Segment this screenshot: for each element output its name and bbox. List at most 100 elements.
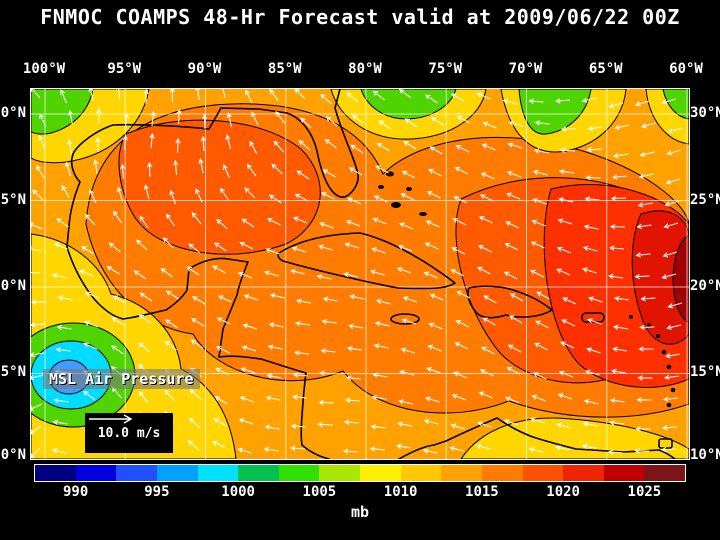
colorbar-tick: 990 [62, 484, 89, 500]
wind-arrow [342, 448, 359, 454]
wind-arrow [213, 242, 227, 252]
wind-arrow [275, 110, 285, 124]
wind-arrow [532, 372, 547, 380]
wind-arrow [222, 164, 231, 179]
wind-arrow [614, 124, 630, 130]
wind-arrow [31, 222, 43, 230]
wind-arrow [477, 266, 491, 275]
wind-arrow [608, 102, 624, 109]
wind-arrow [346, 345, 363, 352]
wind-arrow [640, 296, 656, 302]
wind-arrow [425, 220, 440, 228]
wind-arrow [189, 389, 202, 400]
wind-arrow [450, 423, 466, 430]
wind-arrow [38, 135, 46, 150]
colorbar-segment [563, 465, 604, 481]
wind-arrow [371, 394, 387, 401]
wind-arrow [612, 346, 628, 352]
wind-arrow [84, 291, 100, 299]
wind-arrow [528, 98, 544, 104]
coast-north-central-america [66, 89, 359, 459]
wind-arrow [428, 168, 442, 177]
wind-arrow [639, 151, 655, 158]
wind-arrow [251, 111, 259, 126]
wind-arrow [638, 346, 654, 352]
wind-arrow [557, 393, 573, 400]
wind-arrow [530, 241, 545, 249]
wind-arrow [106, 266, 120, 275]
colorbar-tick: 1000 [221, 484, 255, 500]
wind-arrow [113, 210, 122, 224]
wind-arrow [169, 89, 176, 103]
wind-arrow [269, 89, 279, 102]
wind-arrow [585, 369, 600, 376]
wind-arrow [296, 170, 310, 180]
lat-label: 10°N [0, 447, 26, 463]
wind-arrow [613, 324, 629, 331]
lon-label: 65°W [588, 61, 623, 77]
wind-arrow [396, 267, 412, 274]
wind-arrow [401, 170, 416, 179]
wind-arrow [215, 346, 230, 354]
wind-arrow [324, 138, 337, 149]
wind-arrow [667, 302, 683, 309]
wind-arrow [237, 447, 253, 454]
wind-arrow [108, 242, 121, 253]
latitude-axis-right: 30°N 25°N 20°N 15°N 10°N [690, 0, 720, 540]
coast-jamaica [390, 313, 420, 325]
wind-arrow [343, 419, 360, 425]
wind-arrow [53, 397, 69, 404]
wind-arrow [268, 322, 284, 328]
wind-arrow [450, 93, 465, 102]
wind-arrow [373, 343, 389, 349]
wind-arrow [116, 89, 121, 100]
wind-arrow [36, 165, 45, 179]
wind-arrow [322, 169, 336, 178]
wind-arrow [450, 269, 465, 277]
colorbar-segment [116, 465, 157, 481]
wind-arrow [640, 122, 656, 129]
wind-arrow [478, 216, 493, 224]
wind-arrow [582, 421, 598, 427]
wind-arrow [371, 247, 386, 254]
wind-arrow [352, 114, 365, 125]
wind-arrow [138, 391, 149, 404]
wind-arrow [534, 120, 550, 126]
wind-arrow [555, 445, 571, 451]
wind-arrow [556, 422, 572, 429]
wind-arrow [583, 398, 599, 405]
wind-arrow [31, 322, 46, 328]
wind-arrow [348, 323, 364, 330]
wind-arrow [320, 348, 336, 354]
wind-arrow [403, 140, 417, 150]
wind-arrow [214, 396, 228, 405]
wind-arrow [396, 443, 412, 450]
wind-arrow [293, 216, 308, 224]
lat-label: 15°N [690, 364, 720, 380]
colorbar-tick: 1010 [383, 484, 418, 500]
wind-arrow [216, 317, 231, 325]
wind-arrow [588, 296, 603, 303]
wind-arrow [176, 108, 182, 125]
wind-arrow [504, 242, 519, 251]
wind-arrow [238, 418, 254, 425]
wind-arrow [289, 445, 306, 451]
wind-arrow [239, 396, 255, 403]
wind-arrow [370, 269, 385, 276]
wind-arrow [587, 318, 602, 325]
wind-arrow [143, 184, 150, 200]
wind-arrow [662, 396, 679, 402]
lat-label: 10°N [690, 447, 720, 463]
colorbar-segment [197, 465, 239, 481]
wind-arrow [372, 372, 388, 378]
wind-arrow [191, 211, 202, 225]
wind-arrow [111, 317, 125, 326]
wind-arrow [429, 293, 444, 301]
wind-arrow [482, 121, 497, 129]
wind-arrow [374, 321, 390, 327]
wind-arrow [558, 197, 574, 203]
wind-arrow [201, 113, 208, 130]
wind-arrow [560, 341, 575, 349]
wind-arrow [557, 218, 573, 225]
wind-arrow [665, 178, 681, 185]
